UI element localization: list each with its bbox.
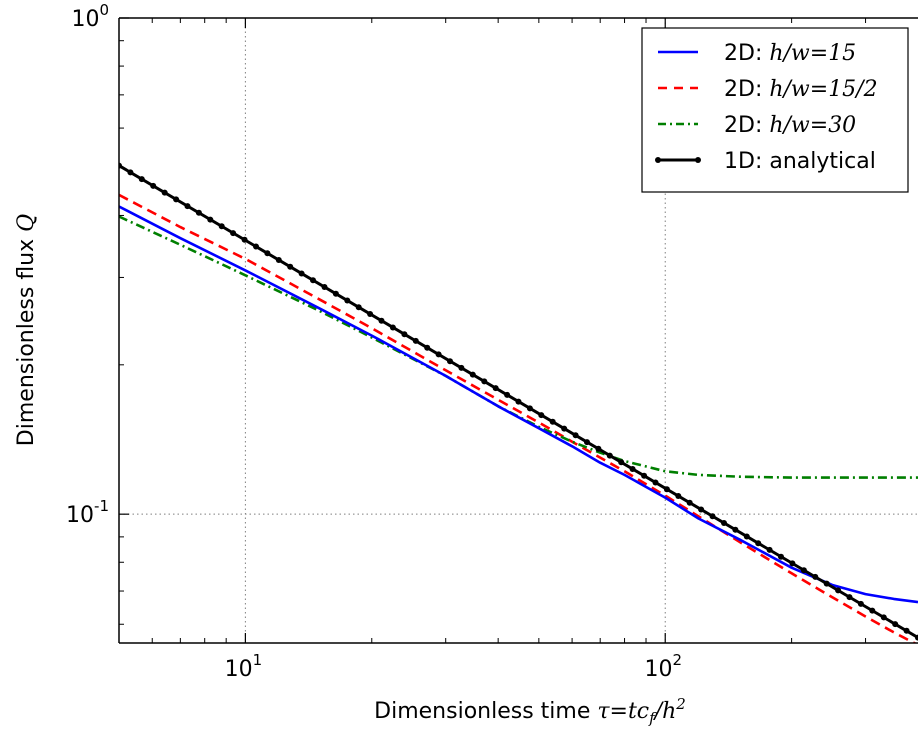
analytical-marker (526, 405, 533, 412)
analytical-marker (698, 506, 705, 513)
analytical-marker (378, 317, 385, 324)
analytical-marker (903, 627, 910, 634)
analytical-marker (218, 223, 225, 230)
legend-marker (695, 157, 701, 163)
analytical-marker (435, 351, 442, 358)
analytical-marker (686, 499, 693, 506)
series-line-2 (119, 215, 918, 479)
analytical-marker (458, 364, 465, 371)
analytical-marker (732, 526, 739, 533)
analytical-marker (789, 560, 796, 567)
analytical-marker (287, 263, 294, 270)
analytical-marker (138, 176, 145, 183)
x-tick-labels: 101 102 (225, 651, 682, 682)
analytical-marker (412, 337, 419, 344)
legend-marker (655, 157, 661, 163)
analytical-marker (447, 358, 453, 365)
analytical-marker (275, 257, 282, 263)
analytical-marker (823, 580, 830, 587)
analytical-marker (241, 236, 248, 243)
legend-label-2: 2D: h/w=30 (724, 113, 856, 138)
analytical-marker (766, 546, 773, 553)
analytical-marker (618, 459, 625, 466)
y-axis-label: Dimensionless flux Q (14, 214, 39, 446)
analytical-marker (549, 418, 556, 425)
legend-label-1: 2D: h/w=15/2 (724, 77, 878, 102)
analytical-marker (857, 600, 864, 607)
analytical-marker (367, 311, 374, 317)
analytical-marker (492, 385, 499, 392)
analytical-marker (344, 297, 351, 304)
legend-box (641, 27, 909, 193)
analytical-marker (584, 439, 590, 446)
analytical-marker (709, 513, 716, 520)
analytical-marker (800, 567, 807, 574)
analytical-marker (401, 331, 408, 338)
analytical-marker (161, 189, 168, 196)
analytical-marker (629, 466, 636, 472)
analytical-marker (321, 284, 328, 290)
analytical-marker (561, 425, 568, 432)
analytical-marker (230, 230, 237, 237)
analytical-marker (355, 304, 362, 311)
analytical-marker (812, 573, 819, 580)
analytical-marker (572, 432, 579, 439)
analytical-marker (424, 344, 431, 351)
legend-label-3: 1D: analytical (724, 149, 876, 174)
x-tick-label: 101 (225, 651, 263, 682)
analytical-marker (207, 216, 214, 223)
analytical-marker (389, 324, 396, 331)
analytical-marker (892, 621, 899, 628)
analytical-marker (743, 533, 750, 540)
analytical-marker (298, 270, 305, 277)
analytical-marker (721, 520, 727, 526)
analytical-marker (195, 209, 202, 216)
analytical-marker (915, 634, 918, 641)
analytical-marker (469, 371, 476, 378)
analytical-marker (264, 250, 271, 257)
series-lines (119, 162, 918, 643)
analytical-marker (606, 452, 613, 459)
axis-ticks (119, 17, 867, 643)
analytical-marker (663, 486, 670, 493)
analytical-marker (846, 594, 853, 601)
analytical-marker (253, 243, 259, 250)
analytical-marker (755, 540, 762, 547)
analytical-marker (595, 445, 602, 452)
y-tick-label: 10-1 (66, 497, 109, 528)
analytical-marker (332, 290, 339, 297)
analytical-marker (127, 169, 134, 176)
analytical-marker (310, 277, 316, 284)
legend-label-0: 2D: h/w=15 (724, 41, 856, 66)
analytical-marker (504, 391, 511, 398)
analytical-marker (869, 607, 876, 614)
series-line-1 (119, 193, 917, 643)
analytical-marker (184, 203, 191, 210)
analytical-marker (652, 479, 659, 486)
analytical-marker (515, 398, 522, 405)
analytical-marker (641, 472, 648, 479)
y-tick-label: 100 (71, 1, 109, 32)
analytical-marker (778, 553, 784, 560)
x-axis-label: Dimensionless time τ=tcf/h2 (374, 695, 686, 727)
analytical-marker (538, 412, 545, 419)
legend: 2D: h/w=15 2D: h/w=15/2 2D: h/w=30 1D: anal… (641, 27, 909, 193)
analytical-marker (173, 196, 180, 203)
y-tick-labels: 10-1 100 (66, 1, 109, 528)
analytical-marker (835, 587, 842, 594)
analytical-marker (675, 493, 682, 499)
analytical-marker (880, 614, 887, 621)
analytical-marker (481, 378, 488, 385)
x-tick-label: 102 (644, 651, 682, 682)
series-line-0 (119, 205, 918, 604)
analytical-marker (150, 182, 157, 189)
